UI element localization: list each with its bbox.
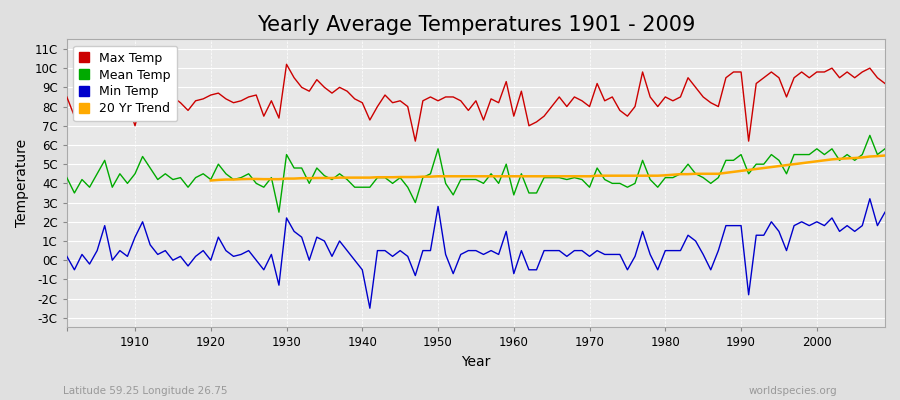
Text: Latitude 59.25 Longitude 26.75: Latitude 59.25 Longitude 26.75 (63, 386, 228, 396)
Y-axis label: Temperature: Temperature (15, 139, 29, 228)
X-axis label: Year: Year (461, 355, 491, 369)
Title: Yearly Average Temperatures 1901 - 2009: Yearly Average Temperatures 1901 - 2009 (256, 15, 695, 35)
Text: worldspecies.org: worldspecies.org (749, 386, 837, 396)
Legend: Max Temp, Mean Temp, Min Temp, 20 Yr Trend: Max Temp, Mean Temp, Min Temp, 20 Yr Tre… (73, 46, 177, 121)
